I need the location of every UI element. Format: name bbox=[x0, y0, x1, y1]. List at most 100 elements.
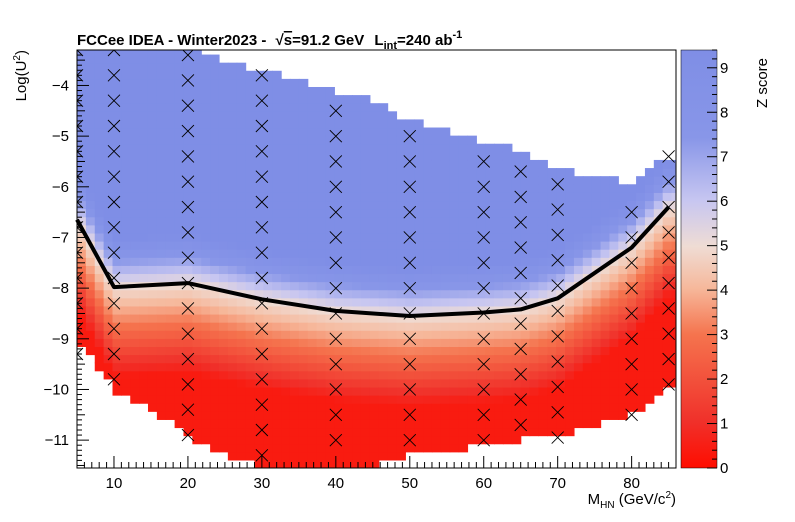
heatmap-cell bbox=[281, 386, 291, 396]
heatmap-cell bbox=[369, 119, 380, 129]
heatmap-cell bbox=[227, 427, 238, 437]
heatmap-cell bbox=[352, 419, 362, 429]
heatmap-cell bbox=[529, 313, 540, 323]
heatmap-cell bbox=[369, 370, 380, 380]
heatmap-cell bbox=[458, 386, 469, 396]
heatmap-cell bbox=[85, 249, 96, 258]
signal-point-marker bbox=[403, 433, 417, 447]
heatmap-cell bbox=[174, 103, 185, 112]
signal-point-marker bbox=[477, 383, 491, 396]
heatmap-cell bbox=[582, 192, 593, 202]
heatmap-cell bbox=[653, 257, 664, 266]
heatmap-cell bbox=[121, 86, 131, 96]
heatmap-cell bbox=[325, 176, 335, 185]
heatmap-cell bbox=[387, 208, 398, 218]
heatmap-cell bbox=[387, 241, 398, 250]
heatmap-cell bbox=[254, 208, 264, 218]
heatmap-cell bbox=[600, 257, 611, 266]
heatmap-cell bbox=[85, 111, 96, 121]
heatmap-cell bbox=[636, 273, 646, 283]
heatmap-cell bbox=[485, 330, 495, 339]
heatmap-cell bbox=[636, 370, 646, 380]
heatmap-cell bbox=[352, 346, 362, 356]
heatmap-cell bbox=[165, 330, 176, 339]
heatmap-cell bbox=[103, 200, 114, 210]
heatmap-cell bbox=[662, 362, 673, 372]
heatmap-cell bbox=[520, 362, 531, 372]
heatmap-cell bbox=[236, 281, 247, 291]
heatmap-cell bbox=[201, 354, 211, 364]
heatmap-cell bbox=[289, 386, 300, 396]
heatmap-cell bbox=[565, 241, 575, 250]
heatmap-cell bbox=[316, 216, 327, 226]
heatmap-cell bbox=[210, 159, 220, 169]
heatmap-cell bbox=[378, 151, 389, 161]
heatmap-cell bbox=[369, 265, 380, 275]
heatmap-cell bbox=[218, 249, 229, 258]
heatmap-cell bbox=[405, 378, 415, 388]
heatmap-cell bbox=[245, 451, 256, 461]
heatmap-cell bbox=[281, 176, 291, 185]
heatmap-cell bbox=[112, 192, 122, 202]
heatmap-cell bbox=[218, 184, 229, 193]
heatmap-cell bbox=[236, 119, 247, 129]
heatmap-cell bbox=[281, 403, 291, 412]
heatmap-cell bbox=[618, 322, 628, 331]
heatmap-cell bbox=[494, 370, 504, 380]
y-tick-label: −10 bbox=[44, 381, 69, 398]
heatmap-cell bbox=[414, 419, 424, 429]
heatmap-cell bbox=[494, 200, 504, 210]
heatmap-cell bbox=[431, 184, 442, 193]
heatmap-cell bbox=[565, 208, 575, 218]
heatmap-cell bbox=[289, 330, 300, 339]
heatmap-cell bbox=[156, 119, 167, 129]
heatmap-cell bbox=[502, 289, 513, 299]
heatmap-cell bbox=[77, 103, 87, 112]
heatmap-cell bbox=[254, 127, 264, 137]
heatmap-cell bbox=[423, 192, 433, 202]
heatmap-cell bbox=[298, 403, 309, 412]
heatmap-cell bbox=[298, 168, 309, 177]
heatmap-cell bbox=[671, 176, 676, 185]
signal-point-marker bbox=[514, 215, 528, 229]
heatmap-cell bbox=[494, 273, 504, 283]
heatmap-cell bbox=[121, 346, 131, 356]
heatmap-cell bbox=[556, 346, 566, 356]
heatmap-cell bbox=[494, 176, 504, 185]
heatmap-cell bbox=[201, 435, 211, 445]
heatmap-cell bbox=[387, 370, 398, 380]
heatmap-cell bbox=[600, 184, 611, 193]
heatmap-cell bbox=[360, 427, 371, 437]
heatmap-cell bbox=[565, 168, 575, 177]
heatmap-cell bbox=[360, 192, 371, 202]
heatmap-cell bbox=[405, 330, 415, 339]
heatmap-cell bbox=[396, 451, 406, 461]
heatmap-cell bbox=[147, 151, 158, 161]
heatmap-cell bbox=[423, 370, 433, 380]
heatmap-cell bbox=[112, 111, 122, 121]
heatmap-cell bbox=[298, 216, 309, 226]
heatmap-cell bbox=[582, 224, 593, 234]
heatmap-cell bbox=[201, 70, 211, 80]
heatmap-cell bbox=[627, 257, 637, 266]
heatmap-cell bbox=[414, 257, 424, 266]
heatmap-cell bbox=[476, 232, 486, 242]
heatmap-cell bbox=[183, 103, 193, 112]
heatmap-cell bbox=[281, 313, 291, 323]
heatmap-cell bbox=[431, 346, 442, 356]
z-tick-label: 6 bbox=[720, 193, 728, 210]
heatmap-cell bbox=[121, 241, 131, 250]
heatmap-cell bbox=[183, 281, 193, 291]
heatmap-cell bbox=[449, 378, 460, 388]
heatmap-cell bbox=[183, 111, 193, 121]
heatmap-cell bbox=[653, 386, 664, 396]
heatmap-cell bbox=[440, 313, 451, 323]
heatmap-cell bbox=[369, 192, 380, 202]
signal-point-marker bbox=[181, 302, 195, 315]
heatmap-cell bbox=[201, 127, 211, 137]
heatmap-cell bbox=[423, 265, 433, 275]
heatmap-cell bbox=[627, 403, 637, 412]
heatmap-cell bbox=[396, 151, 406, 161]
heatmap-cell bbox=[236, 427, 247, 437]
heatmap-cell bbox=[467, 273, 477, 283]
